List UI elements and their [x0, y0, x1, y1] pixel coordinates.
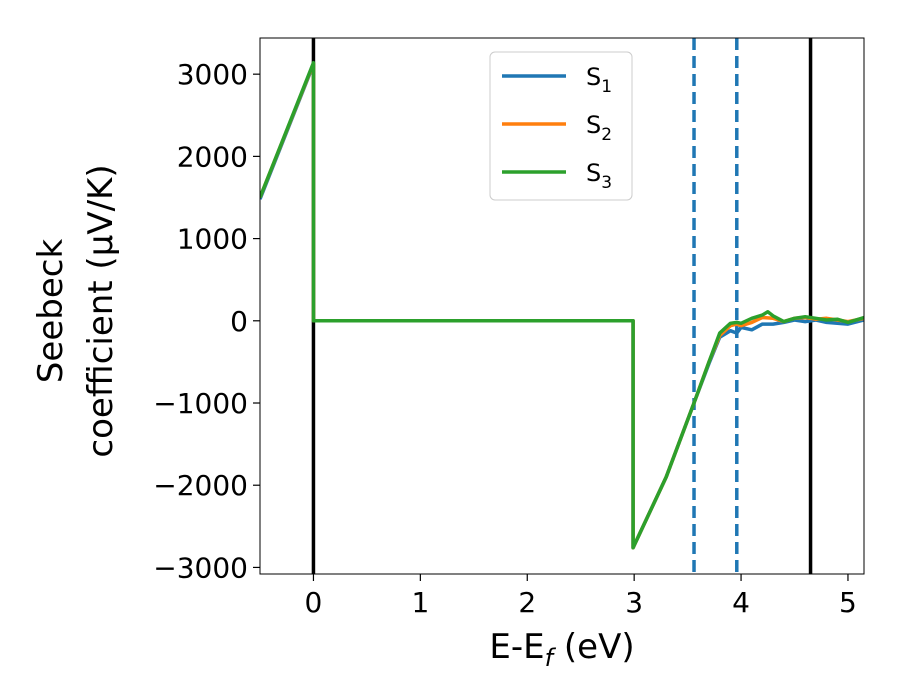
y-tick-label: −3000	[153, 551, 248, 584]
y-axis-label-line1: Seebeck	[31, 239, 71, 384]
x-axis-ticks: 0 1 2 3 4 5	[305, 574, 857, 619]
y-tick-label: 1000	[177, 223, 248, 256]
y-axis-ticks: −3000 −2000 −1000 0 1000 2000 3000	[153, 58, 260, 584]
series-line-s3	[260, 60, 864, 550]
x-tick-label: 3	[625, 586, 643, 619]
y-tick-label: 0	[230, 305, 248, 338]
x-tick-label: 1	[411, 586, 429, 619]
y-tick-label: −1000	[153, 387, 248, 420]
x-axis-label-main: E-E	[489, 627, 544, 667]
x-tick-label: 0	[305, 586, 323, 619]
legend-box	[489, 51, 633, 201]
legend: S1 S2 S3	[489, 51, 633, 201]
legend-label-s3: S3	[586, 159, 612, 193]
x-tick-label: 4	[732, 586, 750, 619]
legend-label-s2: S2	[586, 111, 612, 145]
x-axis-label-unit: (eV)	[553, 627, 635, 667]
y-axis-label: Seebeck coefficient (μV/K)	[31, 164, 121, 457]
y-tick-label: −2000	[153, 469, 248, 502]
x-tick-label: 5	[839, 586, 857, 619]
axes-frame	[259, 37, 865, 575]
y-tick-label: 3000	[177, 58, 248, 91]
y-axis-label-line2: coefficient (μV/K)	[81, 164, 121, 457]
y-tick-label: 2000	[177, 140, 248, 173]
series-lines	[260, 60, 864, 550]
x-axis-label: E-Ef (eV)	[489, 627, 634, 672]
legend-label-s1: S1	[586, 63, 612, 97]
x-tick-label: 2	[518, 586, 536, 619]
